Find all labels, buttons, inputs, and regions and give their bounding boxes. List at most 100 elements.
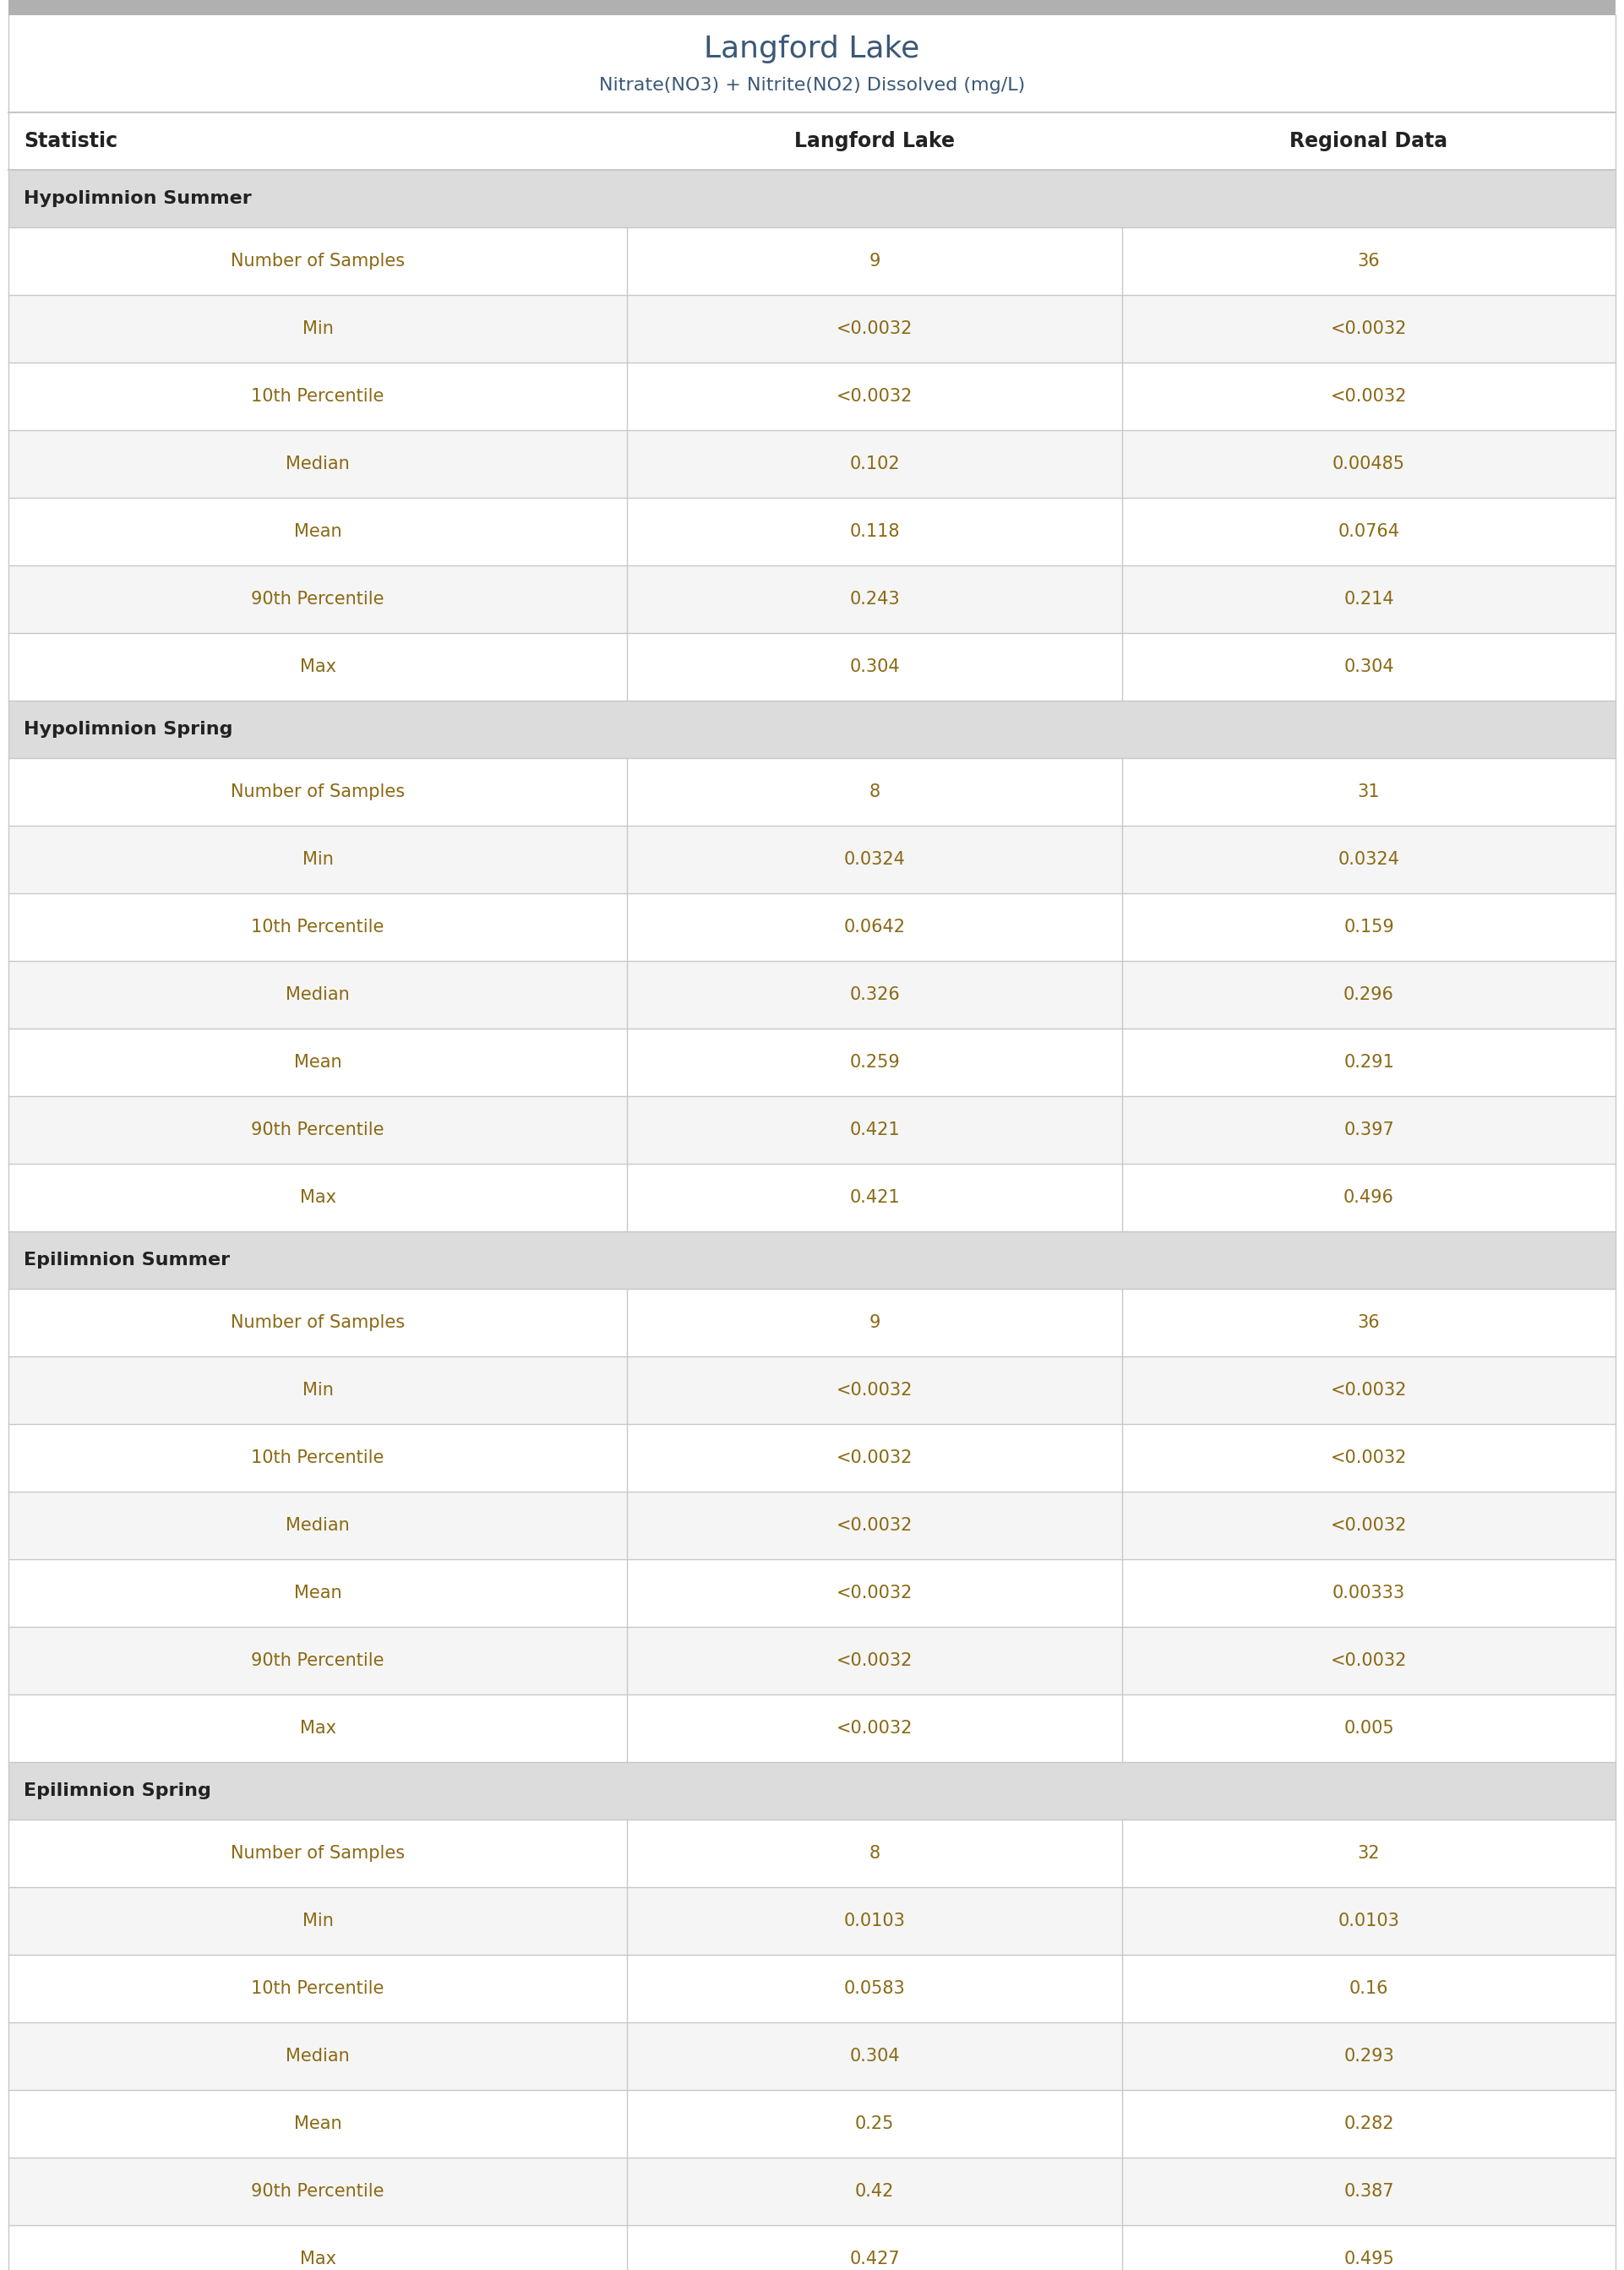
Text: 0.214: 0.214 [1343, 590, 1393, 608]
Bar [8, 633, 1616, 701]
Bar [8, 826, 1616, 894]
Text: 31: 31 [1358, 783, 1380, 801]
Bar [8, 363, 1616, 431]
Bar [8, 170, 1616, 227]
Bar [8, 2156, 1616, 2225]
Bar [8, 1423, 1616, 1491]
Text: 0.00485: 0.00485 [1333, 456, 1405, 472]
Text: 0.005: 0.005 [1343, 1721, 1393, 1737]
Text: 0.427: 0.427 [849, 2250, 900, 2268]
Text: 36: 36 [1358, 252, 1380, 270]
Text: 0.304: 0.304 [849, 2048, 900, 2066]
Text: 0.0103: 0.0103 [844, 1914, 906, 1930]
Text: 90th Percentile: 90th Percentile [252, 1653, 385, 1668]
Bar [8, 0, 1616, 16]
Text: Mean: Mean [294, 2116, 341, 2132]
Bar [8, 565, 1616, 633]
Text: Max: Max [300, 658, 336, 674]
Text: Mean: Mean [294, 1584, 341, 1603]
Text: Min: Min [302, 1914, 333, 1930]
Text: Number of Samples: Number of Samples [231, 252, 404, 270]
Text: 8: 8 [869, 1846, 880, 1861]
Text: Min: Min [302, 320, 333, 338]
Text: <0.0032: <0.0032 [836, 320, 913, 338]
Text: <0.0032: <0.0032 [836, 1721, 913, 1737]
Text: 0.0324: 0.0324 [1338, 851, 1400, 867]
Bar [8, 894, 1616, 960]
Bar [8, 497, 1616, 565]
Text: 0.00333: 0.00333 [1332, 1584, 1405, 1603]
Text: 0.304: 0.304 [1343, 658, 1393, 674]
Text: Langford Lake: Langford Lake [705, 34, 919, 64]
Text: <0.0032: <0.0032 [836, 1448, 913, 1466]
Text: Nitrate(NO3) + Nitrite(NO2) Dissolved (mg/L): Nitrate(NO3) + Nitrite(NO2) Dissolved (m… [599, 77, 1025, 93]
Text: 0.102: 0.102 [849, 456, 900, 472]
Bar [8, 1357, 1616, 1423]
Text: 0.397: 0.397 [1343, 1121, 1393, 1137]
Bar [8, 295, 1616, 363]
Text: 0.118: 0.118 [849, 522, 900, 540]
Text: Max: Max [300, 1721, 336, 1737]
Text: Median: Median [286, 1516, 349, 1535]
Text: 10th Percentile: 10th Percentile [252, 1979, 385, 1998]
Text: <0.0032: <0.0032 [836, 1516, 913, 1535]
Text: 0.42: 0.42 [856, 2184, 895, 2200]
Text: <0.0032: <0.0032 [1330, 1382, 1406, 1398]
Text: Mean: Mean [294, 522, 341, 540]
Text: 8: 8 [869, 783, 880, 801]
Bar [8, 1165, 1616, 1230]
Text: <0.0032: <0.0032 [1330, 1516, 1406, 1535]
Text: 0.25: 0.25 [856, 2116, 895, 2132]
Bar [8, 16, 1616, 114]
Bar [8, 2091, 1616, 2156]
Bar [8, 1230, 1616, 1289]
Text: Regional Data: Regional Data [1289, 132, 1449, 152]
Text: 0.304: 0.304 [849, 658, 900, 674]
Text: 0.296: 0.296 [1343, 985, 1393, 1003]
Bar [8, 758, 1616, 826]
Text: <0.0032: <0.0032 [1330, 1448, 1406, 1466]
Text: <0.0032: <0.0032 [836, 388, 913, 404]
Bar [8, 431, 1616, 497]
Bar [8, 1954, 1616, 2023]
Text: <0.0032: <0.0032 [1330, 1653, 1406, 1668]
Text: Number of Samples: Number of Samples [231, 1846, 404, 1861]
Text: Statistic: Statistic [24, 132, 117, 152]
Text: 0.293: 0.293 [1343, 2048, 1393, 2066]
Text: 0.0324: 0.0324 [844, 851, 906, 867]
Text: 0.387: 0.387 [1343, 2184, 1393, 2200]
Text: 0.0103: 0.0103 [1338, 1914, 1400, 1930]
Bar [8, 960, 1616, 1028]
Text: 10th Percentile: 10th Percentile [252, 1448, 385, 1466]
Text: Epilimnion Summer: Epilimnion Summer [24, 1251, 231, 1269]
Text: Median: Median [286, 456, 349, 472]
Text: 32: 32 [1358, 1846, 1380, 1861]
Text: 0.282: 0.282 [1343, 2116, 1393, 2132]
Bar [8, 701, 1616, 758]
Text: 90th Percentile: 90th Percentile [252, 1121, 385, 1137]
Text: 0.421: 0.421 [849, 1121, 900, 1137]
Text: 10th Percentile: 10th Percentile [252, 919, 385, 935]
Bar [8, 2023, 1616, 2091]
Text: 0.291: 0.291 [1343, 1053, 1393, 1071]
Text: 0.495: 0.495 [1343, 2250, 1393, 2268]
Text: Langford Lake: Langford Lake [794, 132, 955, 152]
Bar [8, 114, 1616, 170]
Text: Epilimnion Spring: Epilimnion Spring [24, 1782, 211, 1800]
Text: <0.0032: <0.0032 [1330, 388, 1406, 404]
Text: 90th Percentile: 90th Percentile [252, 2184, 385, 2200]
Text: 0.496: 0.496 [1343, 1189, 1393, 1205]
Text: Median: Median [286, 985, 349, 1003]
Text: 0.259: 0.259 [849, 1053, 900, 1071]
Text: <0.0032: <0.0032 [836, 1382, 913, 1398]
Bar [8, 1028, 1616, 1096]
Text: Hypolimnion Summer: Hypolimnion Summer [24, 191, 252, 207]
Text: Number of Samples: Number of Samples [231, 783, 404, 801]
Text: 0.421: 0.421 [849, 1189, 900, 1205]
Text: 90th Percentile: 90th Percentile [252, 590, 385, 608]
Text: Min: Min [302, 1382, 333, 1398]
Bar [8, 1491, 1616, 1559]
Text: <0.0032: <0.0032 [836, 1584, 913, 1603]
Bar [8, 1559, 1616, 1628]
Bar [8, 2225, 1616, 2270]
